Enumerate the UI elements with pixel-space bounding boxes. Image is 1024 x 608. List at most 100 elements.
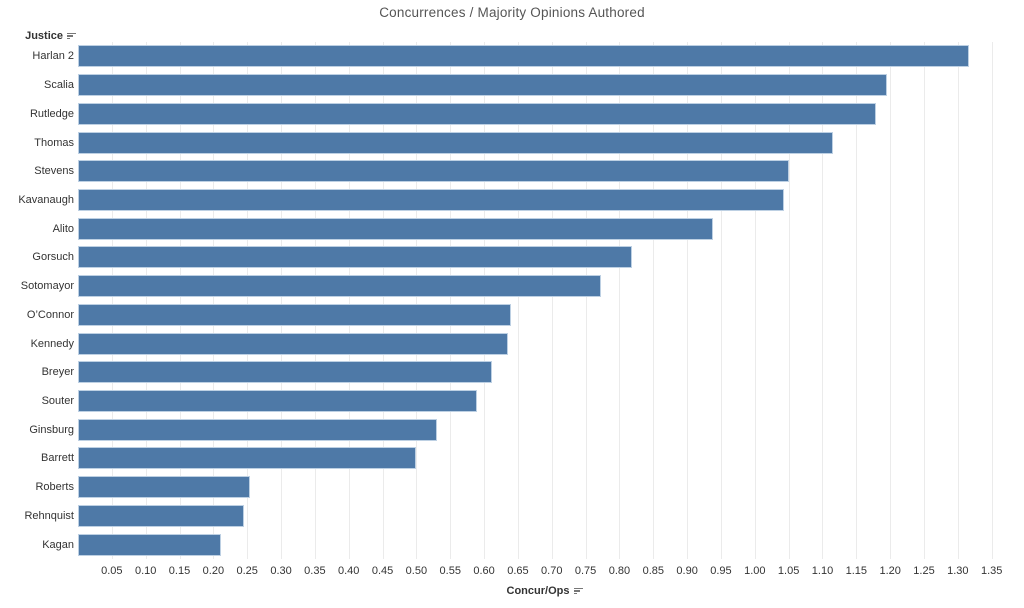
y-axis-label[interactable]: Sotomayor [20, 280, 74, 293]
y-axis-label[interactable]: Thomas [34, 136, 74, 149]
y-axis-header-label: Justice [25, 30, 63, 42]
bar-kavanaugh[interactable] [78, 188, 784, 211]
bar-o-connor[interactable] [78, 303, 512, 326]
chart-title: Concurrences / Majority Opinions Authore… [379, 5, 645, 20]
x-tick-label: 1.20 [879, 565, 901, 577]
y-axis-label[interactable]: Rehnquist [24, 509, 74, 522]
y-axis-label[interactable]: Breyer [41, 366, 74, 379]
bar-roberts[interactable] [78, 476, 250, 499]
y-axis-header[interactable]: Justice [0, 29, 76, 43]
y-axis-label[interactable]: Barrett [40, 452, 74, 465]
y-axis-label[interactable]: Kennedy [30, 337, 74, 350]
x-tick-label: 0.05 [101, 565, 123, 577]
gridline [348, 42, 350, 559]
sort-descending-icon[interactable] [67, 32, 76, 40]
x-tick-label: 1.25 [913, 565, 935, 577]
x-tick-label: 0.25 [236, 565, 258, 577]
gridline [517, 42, 519, 559]
gridline [720, 42, 722, 559]
gridline [585, 42, 587, 559]
sort-descending-icon[interactable] [574, 587, 584, 595]
x-tick-label: 0.55 [439, 565, 461, 577]
gridline [687, 42, 689, 559]
gridline [619, 42, 621, 559]
x-tick-label: 1.00 [744, 565, 766, 577]
x-axis-title-label: Concur/Ops [506, 585, 570, 597]
x-tick-label: 0.95 [710, 565, 732, 577]
x-axis-ticks: 0.05 0.10 0.15 0.20 0.25 0.30 0.35 0.40 0.45 0.50… [78, 565, 1012, 579]
bar-rehnquist[interactable] [78, 504, 244, 527]
x-tick-label: 1.10 [811, 565, 834, 577]
y-axis-label[interactable]: O’Connor [26, 308, 74, 321]
bar-breyer[interactable] [78, 361, 492, 384]
x-tick-label: 1.30 [947, 565, 969, 577]
x-tick-label: 1.05 [777, 565, 800, 577]
x-tick-label: 0.90 [676, 565, 698, 577]
bar-stevens[interactable] [78, 160, 789, 183]
bar-alito[interactable] [78, 217, 713, 240]
x-tick-label: 0.75 [574, 565, 597, 577]
gridline [145, 42, 147, 559]
bar-kennedy[interactable] [78, 332, 509, 355]
plot-area [78, 42, 1012, 559]
y-axis-labels: Harlan 2 Scalia Rutledge Thomas Stevens Kavan… [0, 42, 74, 559]
gridline [856, 42, 858, 559]
x-tick-label: 0.80 [608, 565, 631, 577]
y-axis-label[interactable]: Roberts [35, 481, 74, 494]
y-axis-label[interactable]: Scalia [44, 79, 74, 92]
bar-souter[interactable] [78, 390, 478, 413]
x-tick-label: 0.15 [168, 565, 191, 577]
bar-ginsburg[interactable] [78, 418, 437, 441]
gridline [416, 42, 418, 559]
x-tick-label: 0.10 [134, 565, 157, 577]
gridline [653, 42, 655, 559]
bar-sotomayor[interactable] [78, 275, 602, 298]
x-tick-label: 0.65 [507, 565, 529, 577]
gridline [382, 42, 384, 559]
gridline [247, 42, 249, 559]
gridline [924, 42, 925, 559]
gridline [551, 42, 553, 559]
y-axis-label[interactable]: Kavanaugh [18, 193, 74, 206]
bar-scalia[interactable] [78, 74, 887, 97]
y-axis-label[interactable]: Gorsuch [32, 251, 74, 264]
bar-harlan-2[interactable] [78, 45, 969, 68]
x-tick-label: 0.40 [338, 565, 360, 577]
x-tick-label: 1.35 [980, 565, 1003, 577]
gridline [213, 42, 215, 559]
gridline [281, 42, 283, 559]
gridline [179, 42, 181, 559]
x-tick-label: 0.50 [405, 565, 428, 577]
x-tick-label: 0.35 [304, 565, 326, 577]
x-tick-label: 0.85 [642, 565, 664, 577]
gridline [450, 42, 452, 559]
gridline [754, 42, 756, 559]
x-tick-label: 0.30 [270, 565, 292, 577]
gridline [314, 42, 316, 559]
gridline [788, 42, 790, 559]
gridline [111, 42, 113, 559]
bar-gorsuch[interactable] [78, 246, 633, 269]
gridline [890, 42, 892, 559]
gridline [822, 42, 824, 559]
y-axis-label[interactable]: Souter [41, 394, 74, 407]
bar-barrett[interactable] [78, 447, 417, 470]
x-tick-label: 0.45 [371, 565, 394, 577]
gridline [957, 42, 959, 559]
gridline [991, 42, 993, 559]
bar-thomas[interactable] [78, 131, 833, 154]
y-axis-label[interactable]: Alito [52, 222, 74, 235]
bar-rutledge[interactable] [78, 102, 876, 125]
y-axis-label[interactable]: Kagan [42, 538, 74, 551]
y-axis-label[interactable]: Rutledge [29, 107, 74, 120]
bar-kagan[interactable] [78, 533, 221, 556]
y-axis-label[interactable]: Ginsburg [29, 423, 74, 436]
x-tick-label: 0.60 [473, 565, 495, 577]
y-axis-label[interactable]: Harlan 2 [32, 50, 74, 63]
x-tick-label: 0.20 [202, 565, 225, 577]
y-axis-label[interactable]: Stevens [34, 165, 74, 178]
gridline [484, 42, 486, 559]
x-tick-label: 0.70 [541, 565, 563, 577]
x-axis-title[interactable]: Concur/Ops [78, 584, 1012, 598]
